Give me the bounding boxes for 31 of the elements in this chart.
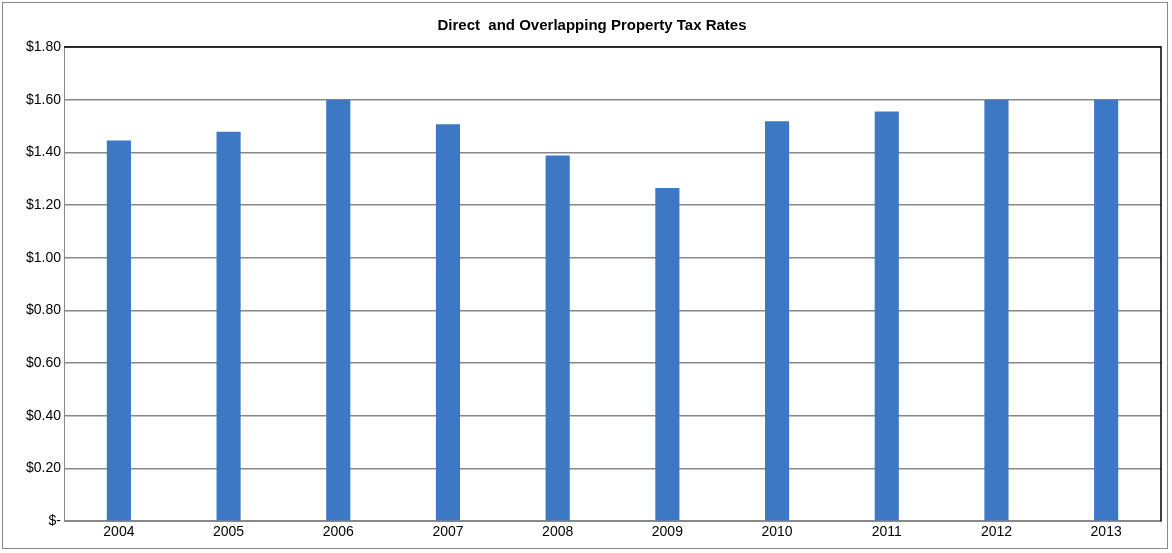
y-tick-label: $1.00 [25,248,62,265]
bar [874,111,899,521]
bar [326,99,351,521]
y-tick-label: $0.20 [25,459,62,476]
bar [545,155,570,521]
y-tick-label: $1.40 [25,143,62,160]
x-tick-label: 2011 [871,523,903,540]
bar [106,140,131,521]
y-tick-label: $1.20 [25,195,62,212]
bar [435,124,461,521]
x-tick-label: 2013 [1090,523,1122,540]
y-tick-label: $0.60 [25,353,62,370]
x-tick-label: 2005 [213,523,245,540]
y-tick-label: $0.40 [25,406,62,423]
x-tick-label: 2010 [761,523,793,540]
x-tick-label: 2007 [432,523,464,540]
y-tick-label: $- [48,512,62,529]
y-tick-label: $1.80 [25,37,62,54]
bar [655,187,680,521]
x-tick-label: 2004 [103,523,135,540]
bar [765,121,790,521]
bar [1094,99,1119,521]
bar [216,131,241,521]
x-tick-label: 2008 [542,523,574,540]
x-tick-label: 2012 [980,523,1013,540]
bar [984,99,1009,521]
x-tick-label: 2009 [651,523,684,540]
chart-title: Direct and Overlapping Property Tax Rates [437,16,747,34]
x-tick-label: 2006 [322,523,355,540]
y-tick-label: $1.60 [25,90,62,107]
y-tick-label: $0.80 [25,301,62,318]
